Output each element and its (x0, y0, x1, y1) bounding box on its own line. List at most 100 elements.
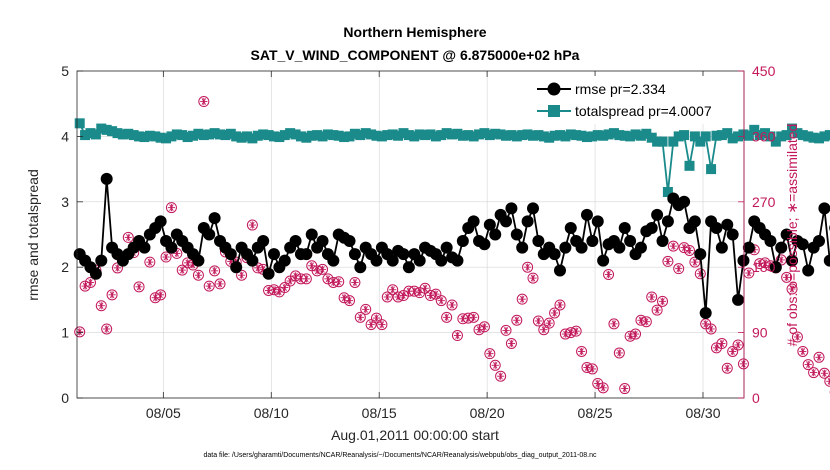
obs-possible-marker (317, 263, 329, 275)
rmse-point (737, 254, 750, 267)
totalspread-point (420, 130, 431, 141)
totalspread-point (204, 129, 215, 140)
obs-possible-marker (721, 362, 733, 374)
rmse-point (402, 261, 415, 274)
obs-point (500, 324, 512, 336)
obs-possible-marker (106, 289, 118, 301)
totalspread-point (506, 130, 517, 141)
rmse-point (732, 293, 745, 306)
obs-possible-marker (689, 256, 701, 268)
totalspread-point (231, 131, 242, 142)
obs-point (619, 383, 631, 395)
totalspread-point (635, 130, 646, 141)
obs-possible-marker (554, 299, 566, 311)
totalspread-point (533, 130, 544, 141)
rmse-point (257, 235, 270, 248)
rmse-point (89, 267, 102, 280)
rmse-point (510, 228, 523, 241)
rmse-point (548, 248, 561, 261)
rmse-point (651, 208, 664, 221)
obs-point (522, 261, 534, 273)
rmse-point (661, 215, 674, 228)
totalspread-point (538, 131, 549, 142)
obs-point (322, 273, 334, 285)
rmse-point (483, 218, 496, 231)
obs-possible-marker (694, 268, 706, 280)
totalspread-point (673, 131, 684, 142)
obs-possible-marker (203, 280, 215, 292)
obs-possible-marker (300, 273, 312, 285)
totalspread-point (603, 129, 614, 140)
obs-point (165, 202, 177, 214)
obs-point (559, 328, 571, 340)
obs-possible-marker (586, 363, 598, 375)
obs-possible-marker (176, 264, 188, 276)
rmse-point (467, 215, 480, 228)
obs-possible-marker (613, 347, 625, 359)
obs-possible-marker (279, 282, 291, 294)
totalspread-point (166, 131, 177, 142)
rmse-point (726, 228, 739, 241)
obs-point (694, 268, 706, 280)
obs-possible-marker (791, 331, 803, 343)
totalspread-point (182, 132, 193, 143)
obs-point (646, 291, 658, 303)
obs-point (371, 312, 383, 324)
obs-point (365, 319, 377, 331)
obs-point (549, 307, 561, 319)
obs-possible-marker (192, 269, 204, 281)
totalspread-point (787, 123, 798, 134)
totalspread-point (587, 131, 598, 142)
totalspread-point (101, 124, 112, 135)
obs-possible-marker (165, 202, 177, 214)
y-tick-label: 2 (61, 259, 69, 275)
totalspread-point (295, 131, 306, 142)
totalspread-point (263, 130, 274, 141)
totalspread-point (171, 129, 182, 140)
obs-possible-marker (802, 359, 814, 371)
totalspread-point (522, 129, 533, 140)
rmse-point (823, 254, 830, 267)
rmse-point (370, 254, 383, 267)
obs-possible-marker (435, 295, 447, 307)
rmse-point (386, 254, 399, 267)
obs-point (349, 276, 361, 288)
totalspread-point (754, 130, 765, 141)
obs-point (198, 96, 210, 108)
legend-box (532, 76, 738, 124)
obs-point (791, 331, 803, 343)
obs-point (657, 295, 669, 307)
rmse-point (818, 202, 830, 215)
totalspread-point (317, 131, 328, 142)
obs-possible-marker (781, 271, 793, 283)
obs-possible-marker (79, 280, 91, 292)
obs-point (279, 282, 291, 294)
totalspread-point (128, 130, 139, 141)
obs-point (333, 276, 345, 288)
rmse-point (624, 235, 637, 248)
x-tick-label: 08/10 (254, 405, 289, 421)
rmse-point (246, 254, 259, 267)
totalspread-point (576, 130, 587, 141)
obs-point (155, 289, 167, 301)
totalspread-point (290, 129, 301, 140)
rmse-point (813, 235, 826, 248)
legend-rmse-label: rmse pr=2.334 (575, 81, 666, 97)
obs-possible-marker (662, 255, 674, 267)
totalspread-point (285, 128, 296, 139)
obs-point (84, 276, 96, 288)
obs-point (797, 345, 809, 357)
obs-possible-marker (236, 269, 248, 281)
totalspread-point (430, 131, 441, 142)
obs-point (543, 317, 555, 329)
rmse-point (775, 241, 788, 254)
y2-tick-label: 90 (752, 325, 768, 341)
obs-possible-marker (818, 367, 830, 379)
totalspread-point (565, 129, 576, 140)
obs-point (489, 359, 501, 371)
obs-point (451, 330, 463, 342)
totalspread-point (301, 132, 312, 143)
totalspread-point (268, 131, 279, 142)
obs-possible-marker (376, 319, 388, 331)
obs-point (808, 367, 820, 379)
